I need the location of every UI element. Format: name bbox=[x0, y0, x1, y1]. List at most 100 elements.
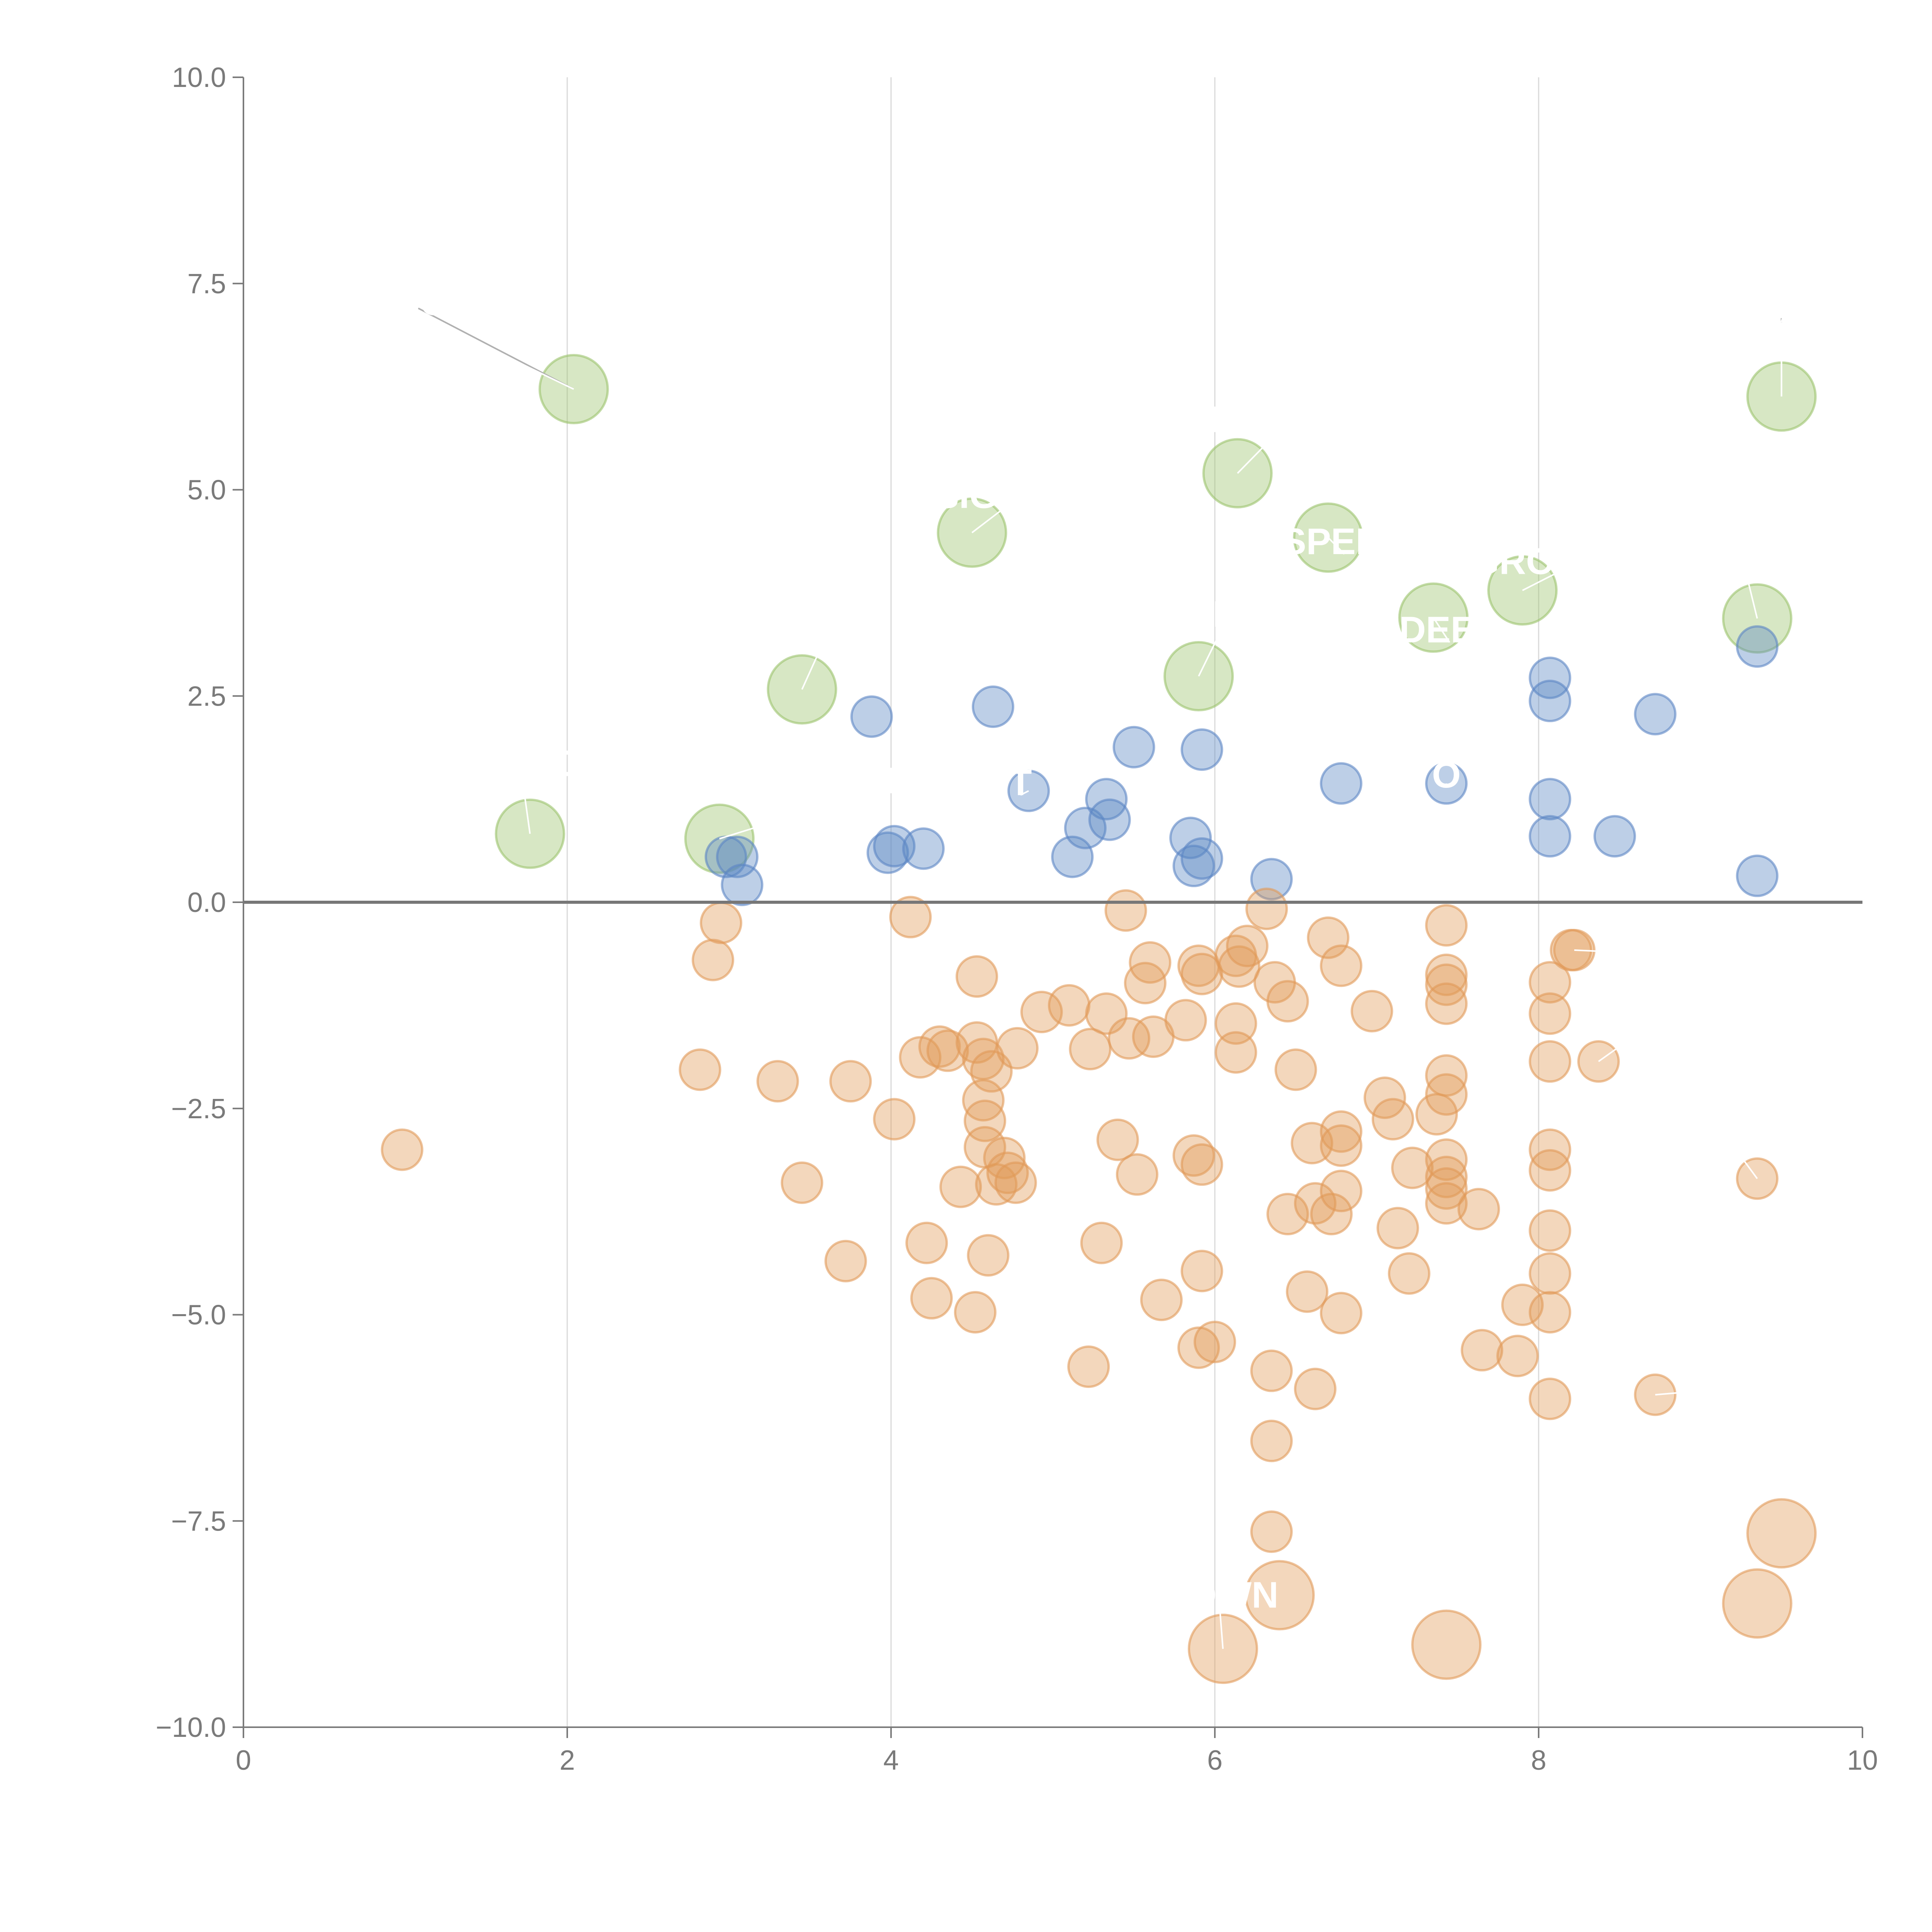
orange-point bbox=[939, 1165, 982, 1208]
blue-point bbox=[716, 835, 759, 878]
orange-point bbox=[1371, 1098, 1414, 1141]
y-tick-label: −10.0 bbox=[156, 1712, 226, 1743]
orange-point bbox=[1529, 1040, 1571, 1083]
orange-point bbox=[1244, 1560, 1315, 1631]
orange-point bbox=[873, 1098, 916, 1141]
orange-point bbox=[700, 901, 743, 944]
blue-point bbox=[1529, 656, 1571, 699]
orange-point bbox=[1107, 1017, 1150, 1060]
x-tick-label: 2 bbox=[560, 1745, 575, 1776]
orange-point bbox=[1307, 916, 1350, 959]
y-tick-label: −5.0 bbox=[171, 1300, 226, 1331]
orange-point bbox=[1286, 1270, 1328, 1313]
green-point-label: POWER bbox=[1208, 399, 1348, 440]
orange-point bbox=[1310, 1193, 1353, 1236]
orange-point-label: DOWN bbox=[1161, 1574, 1279, 1616]
orange-point bbox=[1048, 984, 1090, 1027]
green-point-label: NORTH bbox=[1157, 594, 1289, 635]
blue-point bbox=[1736, 625, 1779, 668]
green-label-leader bbox=[1327, 537, 1345, 555]
orange-point bbox=[1069, 1028, 1112, 1071]
y-tick-label: 10.0 bbox=[172, 62, 226, 93]
orange-point bbox=[994, 1161, 1037, 1204]
orange-label-leader bbox=[1655, 1386, 1753, 1396]
orange-point bbox=[1529, 1378, 1571, 1420]
y-tick-label: 5.0 bbox=[187, 475, 226, 506]
orange-point bbox=[1320, 944, 1362, 987]
orange-point bbox=[1067, 1345, 1110, 1388]
orange-point bbox=[1214, 1031, 1257, 1074]
orange-point bbox=[1425, 904, 1468, 947]
blue-point bbox=[721, 864, 764, 906]
orange-point bbox=[1425, 1138, 1468, 1181]
orange-point bbox=[1116, 1153, 1158, 1196]
blue-point bbox=[1088, 798, 1131, 841]
orange-point bbox=[1250, 1510, 1293, 1553]
y-tick-label: −2.5 bbox=[171, 1094, 226, 1124]
orange-point bbox=[1320, 1124, 1362, 1167]
blue-point bbox=[1529, 778, 1571, 821]
orange-point bbox=[1425, 1167, 1468, 1210]
orange-point bbox=[1274, 1048, 1317, 1091]
orange-point bbox=[756, 1060, 799, 1103]
orange-point bbox=[829, 1060, 872, 1103]
green-label-leader bbox=[971, 507, 1005, 534]
orange-point bbox=[1350, 990, 1393, 1032]
orange-point bbox=[889, 896, 932, 939]
blue-label-leader bbox=[1020, 790, 1029, 796]
green-label-leader bbox=[419, 314, 574, 390]
chart-annotations: SPEED LIGHT CLEAR SIGNAL NORTH POWER SPEED DEEP… bbox=[354, 282, 1833, 1649]
axes: −10.0 −7.5 −5.0 −2.5 0.0 2.5 5.0 7.5 10.0 0 2 4 6 8 10 bbox=[156, 62, 1878, 1776]
green-point-label: SPEED bbox=[459, 743, 585, 784]
orange-point bbox=[1501, 1283, 1544, 1326]
orange-point bbox=[996, 1027, 1039, 1070]
blue-point bbox=[850, 695, 893, 738]
green-label-leader bbox=[1198, 626, 1224, 677]
orange-point bbox=[1294, 1367, 1337, 1410]
orange-point bbox=[1529, 1252, 1571, 1295]
y-tick-label: 7.5 bbox=[187, 269, 226, 299]
orange-point bbox=[1266, 980, 1309, 1023]
green-label-leader bbox=[521, 776, 531, 834]
orange-point bbox=[1096, 1118, 1139, 1161]
orange-point bbox=[1529, 992, 1571, 1035]
orange-point bbox=[1425, 982, 1468, 1025]
green-label-leader bbox=[801, 635, 827, 690]
orange-point bbox=[1180, 1250, 1223, 1293]
blue-point bbox=[1180, 728, 1223, 771]
orange-label-leader bbox=[1219, 1607, 1224, 1649]
blue-point bbox=[1180, 837, 1223, 880]
orange-point-label: FALL bbox=[1593, 999, 1685, 1041]
orange-point bbox=[1177, 1326, 1220, 1369]
orange-point bbox=[1425, 1073, 1468, 1116]
green-label-leader bbox=[719, 793, 866, 840]
blue-point bbox=[1529, 815, 1571, 858]
blue-point bbox=[866, 831, 909, 874]
blue-point bbox=[1634, 693, 1677, 736]
orange-point bbox=[1496, 1335, 1539, 1378]
green-point-label: PEAK bbox=[1730, 289, 1833, 330]
y-tick-label: 0.0 bbox=[187, 887, 226, 918]
blue-point bbox=[1529, 680, 1571, 723]
orange-point bbox=[1104, 889, 1147, 932]
y-tick-label: −7.5 bbox=[171, 1506, 226, 1537]
orange-point bbox=[1250, 1420, 1293, 1463]
callout-line bbox=[418, 308, 574, 390]
x-tick-label: 6 bbox=[1207, 1745, 1223, 1776]
orange-point bbox=[1529, 1149, 1571, 1192]
blue-point bbox=[971, 685, 1014, 728]
orange-point bbox=[967, 1234, 1010, 1277]
orange-point bbox=[1425, 953, 1468, 996]
orange-point bbox=[1388, 1252, 1430, 1295]
orange-point bbox=[1214, 1002, 1257, 1045]
x-tick-label: 0 bbox=[236, 1745, 251, 1776]
orange-point bbox=[824, 1240, 867, 1282]
blue-point bbox=[902, 827, 945, 870]
orange-point bbox=[1457, 1188, 1500, 1231]
y-tick-label: 2.5 bbox=[187, 681, 226, 712]
orange-point bbox=[1376, 1207, 1419, 1250]
orange-point bbox=[1411, 1609, 1482, 1680]
orange-point bbox=[1245, 888, 1288, 930]
orange-point-label: BASE bbox=[1612, 921, 1715, 963]
